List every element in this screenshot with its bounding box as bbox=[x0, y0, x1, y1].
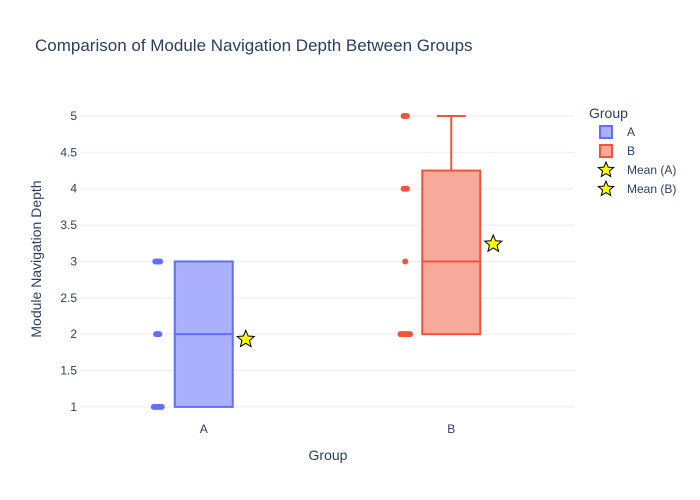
legend-star-icon bbox=[597, 160, 615, 178]
y-tick-label: 3.5 bbox=[60, 218, 77, 232]
x-tick-label: B bbox=[447, 422, 455, 436]
legend-label: Mean (A) bbox=[627, 163, 676, 177]
data-point bbox=[407, 331, 414, 338]
y-tick-label: 3 bbox=[70, 254, 77, 268]
data-point bbox=[403, 113, 410, 119]
mean-marker-b bbox=[483, 233, 504, 253]
legend-item: Mean (B) bbox=[597, 179, 676, 197]
x-tick-label: A bbox=[200, 422, 208, 436]
box-trace-a bbox=[150, 258, 256, 410]
y-tick-label: 1 bbox=[70, 400, 77, 414]
data-point bbox=[157, 258, 164, 265]
box-trace-b bbox=[397, 113, 504, 338]
y-tick-label: 2.5 bbox=[60, 291, 77, 305]
y-axis-title: Module Navigation Depth bbox=[28, 180, 44, 337]
legend-item: A bbox=[599, 125, 635, 139]
legend-item: B bbox=[599, 144, 635, 158]
y-tick-label: 2 bbox=[70, 327, 77, 341]
data-point bbox=[158, 403, 165, 410]
y-tick-label: 4 bbox=[70, 182, 77, 196]
mean-marker-a bbox=[235, 328, 256, 348]
legend: Group AB Mean (A) Mean (B) bbox=[589, 105, 676, 197]
y-tick-label: 5 bbox=[70, 109, 77, 123]
data-point bbox=[403, 185, 410, 192]
legend-star-icon bbox=[597, 179, 615, 197]
box-iqr bbox=[421, 169, 482, 336]
legend-label: Mean (B) bbox=[627, 182, 676, 196]
legend-label: B bbox=[627, 144, 635, 158]
y-tick-label: 1.5 bbox=[60, 364, 77, 378]
legend-title: Group bbox=[589, 105, 628, 121]
data-point bbox=[402, 258, 409, 265]
legend-item: Mean (A) bbox=[597, 160, 676, 178]
y-tick-label: 4.5 bbox=[60, 145, 77, 159]
y-axis-ticks: 1 1.5 2 2.5 3 3.5 4 4.5 5 bbox=[60, 109, 77, 414]
box-traces bbox=[150, 113, 504, 410]
data-point bbox=[156, 331, 163, 338]
legend-swatch bbox=[599, 144, 613, 158]
legend-swatch bbox=[599, 125, 613, 139]
chart-title: Comparison of Module Navigation Depth Be… bbox=[35, 36, 473, 55]
legend-label: A bbox=[627, 125, 635, 139]
x-axis-title: Group bbox=[309, 447, 348, 463]
